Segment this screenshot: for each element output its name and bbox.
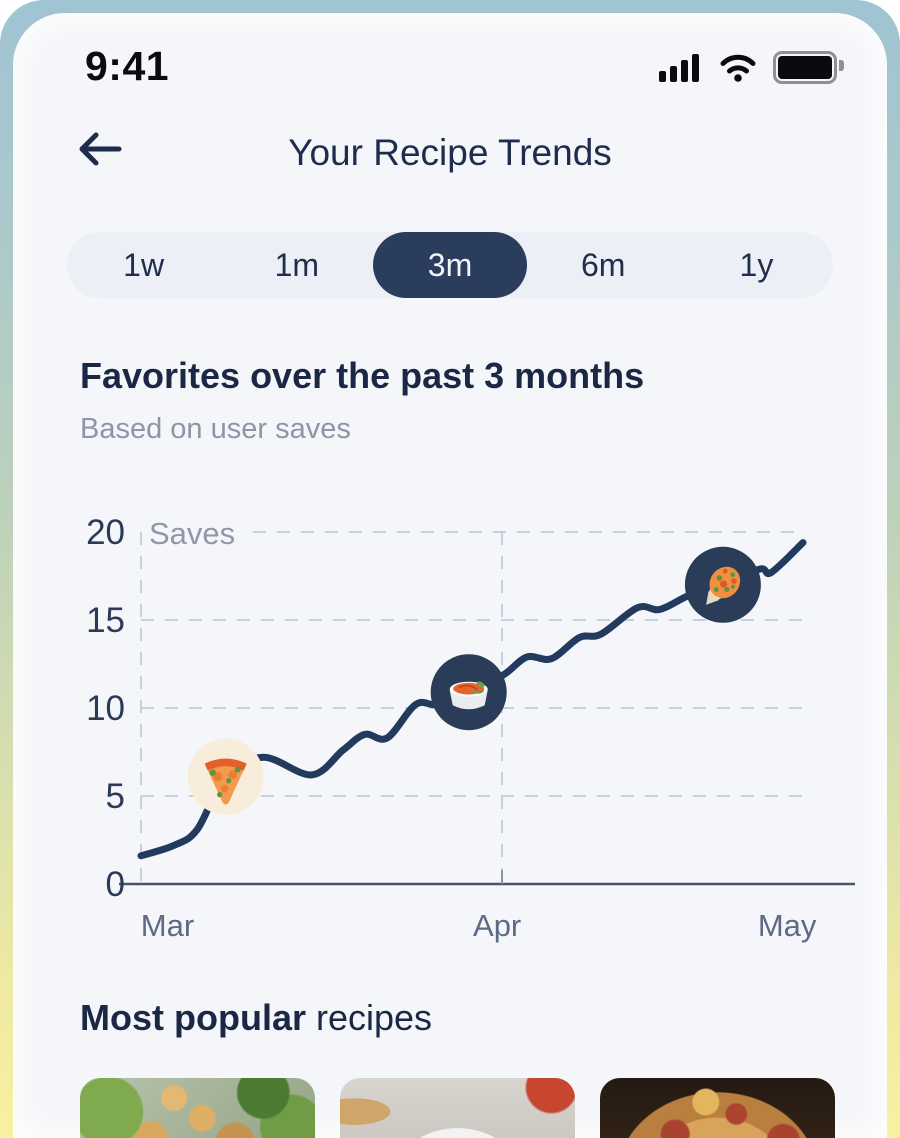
popular-section-title: Most popular recipes [80,997,432,1039]
arrow-left-icon [79,132,122,166]
pepperoni-pizza-photo[interactable] [600,1078,835,1138]
y-tick-10: 10 [86,689,125,728]
series-label: Saves [149,516,235,551]
status-time: 9:41 [85,43,170,89]
status-icons [659,50,844,84]
time-range-option-6m[interactable]: 6m [580,246,626,283]
section-subtitle: Based on user saves [80,413,351,445]
saves-trend-chart: Saves 0 5 10 15 20 Mar Apr May [13,508,887,953]
time-range-selector: 1w 1m 3m 6m 1y [67,232,833,298]
y-tick-5: 5 [106,777,125,816]
chart-marker-soup-bowl[interactable] [430,654,507,731]
popular-title-regular: recipes [316,997,433,1038]
x-tick-Mar: Mar [141,908,194,943]
y-tick-0: 0 [106,865,125,904]
time-range-option-1m[interactable]: 1m [274,246,320,283]
phone-screen: 9:41 Your Recipe Trends 1w 1m 3m 6m 1y Favor… [13,13,887,1138]
popular-title-bold: Most popular [80,997,306,1038]
chart-markers [187,546,761,815]
back-button[interactable] [73,123,125,175]
chart-marker-flatbread-cone[interactable] [684,546,761,623]
section-title: Favorites over the past 3 months [80,355,645,396]
wifi-icon [720,54,756,82]
signal-strength-icon [659,54,699,82]
battery-icon [773,50,844,84]
time-range-option-3m[interactable]: 3m [373,232,527,298]
page-title: Your Recipe Trends [288,132,612,173]
time-range-option-1w[interactable]: 1w [123,246,165,283]
y-axis-ticks: 0 5 10 15 20 [86,513,125,904]
x-tick-Apr: Apr [473,908,521,943]
time-range-option-1y[interactable]: 1y [739,246,774,283]
popular-recipes-row [13,1078,887,1138]
chickpea-salad-photo[interactable] [80,1078,315,1138]
y-tick-15: 15 [86,601,125,640]
x-axis-ticks: Mar Apr May [141,908,817,943]
tomato-soup-photo[interactable] [340,1078,575,1138]
x-tick-May: May [758,908,817,943]
y-tick-20: 20 [86,513,125,552]
chart-marker-pizza-slice[interactable] [187,738,264,815]
